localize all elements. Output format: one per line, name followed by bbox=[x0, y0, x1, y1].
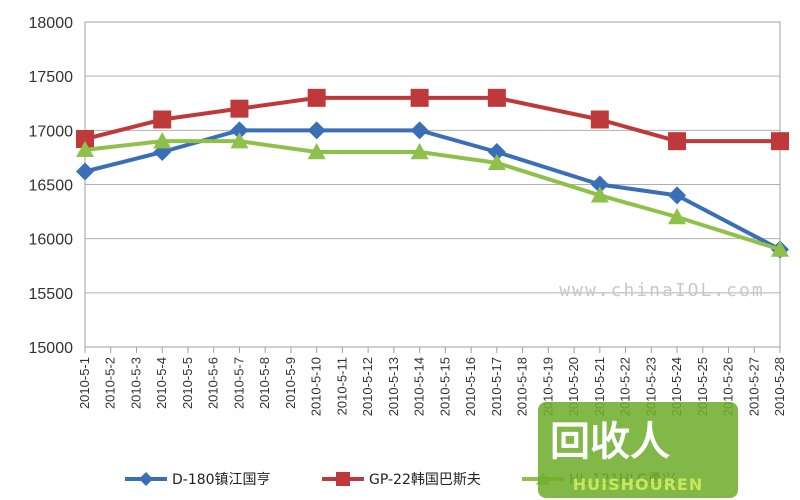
series-3-point bbox=[668, 208, 687, 225]
series-1-point bbox=[487, 143, 506, 161]
series-2-point bbox=[590, 110, 609, 129]
x-tick-label: 2010-5-18 bbox=[515, 357, 530, 416]
series-1-point bbox=[590, 175, 609, 194]
x-tick-label: 2010-5-25 bbox=[695, 357, 710, 416]
series-2-point bbox=[410, 88, 429, 107]
logo-background bbox=[538, 402, 738, 498]
series-3-point bbox=[153, 132, 172, 149]
y-tick-label: 15000 bbox=[29, 340, 74, 357]
x-tick-label: 2010-5-6 bbox=[206, 357, 221, 409]
series-1-point bbox=[230, 121, 249, 140]
y-tick-label: 18000 bbox=[29, 15, 74, 32]
series-3-point bbox=[76, 140, 94, 158]
x-tick-label: 2010-5-5 bbox=[180, 357, 195, 409]
watermark-text: www.chinaIOL.com bbox=[559, 280, 764, 301]
series-3-point bbox=[590, 186, 609, 203]
x-tick-label: 2010-5-13 bbox=[386, 357, 401, 416]
x-tick-label: 2010-5-10 bbox=[309, 357, 324, 416]
site-logo: 回收人 HUISHOUREN bbox=[538, 402, 738, 498]
y-tick-label: 17000 bbox=[29, 123, 74, 140]
legend-marker-1 bbox=[139, 472, 153, 486]
plot-area-border bbox=[84, 21, 781, 348]
series-3-point bbox=[307, 143, 326, 160]
series-2-point bbox=[487, 88, 506, 107]
x-tick-label: 2010-5-21 bbox=[592, 357, 607, 416]
x-tick-label: 2010-5-28 bbox=[772, 357, 787, 416]
x-tick-label: 2010-5-22 bbox=[618, 357, 633, 416]
x-tick-label: 2010-5-7 bbox=[231, 357, 246, 409]
x-tick-label: 2010-5-8 bbox=[257, 357, 272, 409]
x-tick-label: 2010-5-14 bbox=[412, 357, 427, 416]
x-tick-label: 2010-5-1 bbox=[77, 357, 92, 409]
axes bbox=[84, 21, 781, 353]
logo-sub-text: HUISHOUREN bbox=[573, 475, 703, 494]
series-2-point bbox=[668, 132, 687, 151]
series-1-point bbox=[307, 121, 326, 140]
x-tick-label: 2010-5-17 bbox=[489, 357, 504, 416]
series-3-point bbox=[230, 132, 249, 149]
x-tick-label: 2010-5-9 bbox=[283, 357, 298, 409]
x-tick-label: 2010-5-11 bbox=[334, 357, 349, 415]
x-tick-label: 2010-5-27 bbox=[746, 357, 761, 416]
series-3-point bbox=[771, 240, 789, 257]
y-tick-label: 16000 bbox=[29, 232, 74, 249]
series-3-point bbox=[410, 143, 429, 160]
x-tick-label: 2010-5-3 bbox=[128, 357, 143, 409]
y-tick-label: 16500 bbox=[29, 178, 74, 195]
series-2-point bbox=[771, 132, 789, 151]
x-tick-label: 2010-5-15 bbox=[437, 357, 452, 416]
x-tick-label: 2010-5-12 bbox=[360, 357, 375, 416]
series-1-point bbox=[410, 121, 429, 140]
series-1-point bbox=[76, 162, 94, 181]
series-2-point bbox=[230, 99, 249, 118]
x-tick-label: 2010-5-20 bbox=[566, 357, 581, 416]
y-tick-labels: 15000 15500 16000 16500 17000 17500 18000 bbox=[29, 15, 74, 357]
series-3-point bbox=[487, 153, 506, 171]
x-tick-label: 2010-5-26 bbox=[721, 357, 736, 416]
legend-marker-2 bbox=[336, 472, 350, 486]
x-tick-label: 2010-5-16 bbox=[463, 357, 478, 416]
legend-label-2: GP-22韩国巴斯夫 bbox=[369, 472, 481, 488]
x-tick-label: 2010-5-24 bbox=[669, 357, 684, 416]
series-2-point bbox=[76, 130, 94, 148]
y-tick-label: 15500 bbox=[29, 286, 74, 303]
x-tick-labels: 2010-5-1 2010-5-2 2010-5-3 2010-5-4 2010-5-5… bbox=[77, 357, 787, 416]
series-1-point bbox=[668, 186, 687, 205]
logo-main-text: 回收人 bbox=[550, 419, 670, 465]
legend-label-1: D-180镇江国亨 bbox=[172, 471, 271, 488]
x-tick-label: 2010-5-4 bbox=[154, 357, 169, 409]
series-2-point bbox=[307, 88, 326, 107]
series-lines bbox=[76, 88, 789, 259]
y-tick-label: 17500 bbox=[29, 69, 74, 86]
x-tick-label: 2010-5-19 bbox=[540, 357, 555, 416]
x-tick-label: 2010-5-2 bbox=[103, 357, 118, 409]
x-tick-label: 2010-5-23 bbox=[643, 357, 658, 416]
series-2-point bbox=[153, 110, 172, 129]
